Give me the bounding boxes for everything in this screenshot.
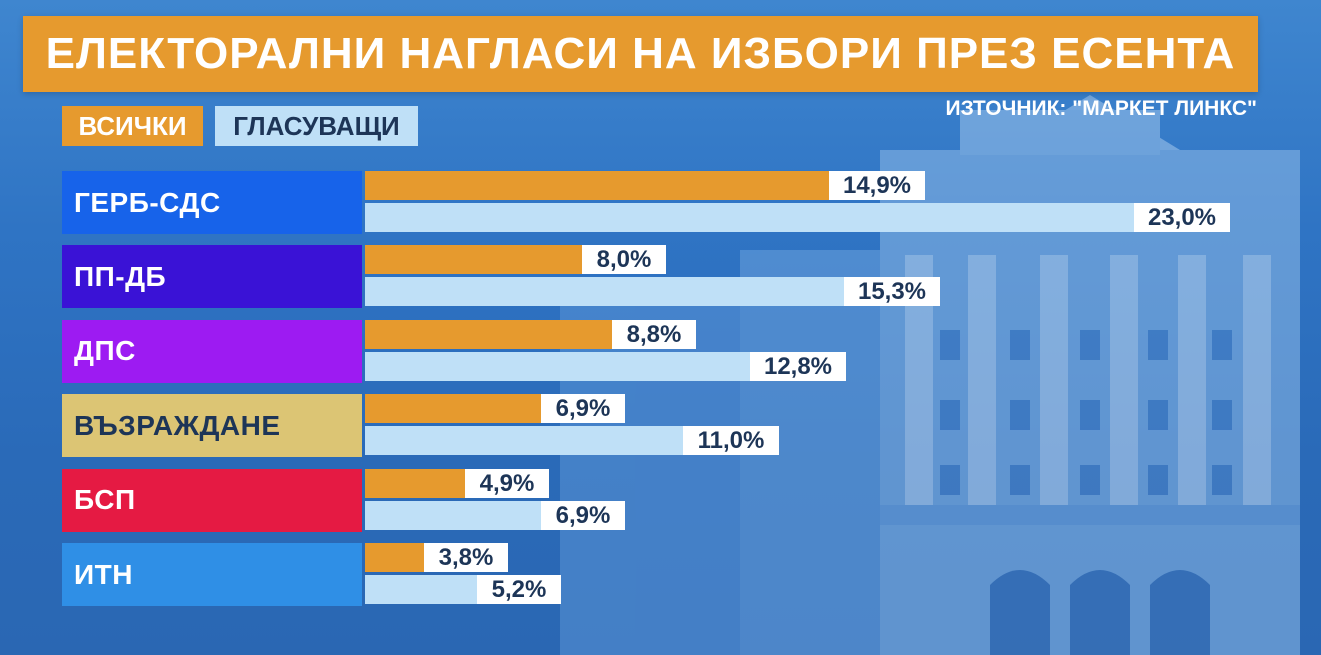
chart-title: ЕЛЕКТОРАЛНИ НАГЛАСИ НА ИЗБОРИ ПРЕЗ ЕСЕНТ… — [45, 29, 1236, 78]
value-label: 14,9% — [829, 171, 925, 200]
value-label: 3,8% — [424, 543, 508, 572]
title-banner: ЕЛЕКТОРАЛНИ НАГЛАСИ НА ИЗБОРИ ПРЕЗ ЕСЕНТ… — [23, 16, 1258, 92]
value-label: 23,0% — [1134, 203, 1230, 232]
value-label: 15,3% — [844, 277, 940, 307]
value-label: 12,8% — [750, 351, 846, 381]
legend-voters: ГЛАСУВАЩИ — [215, 106, 418, 146]
value-label: 6,9% — [541, 394, 625, 424]
value-label: 5,2% — [477, 575, 561, 604]
party-label: ВЪЗРАЖДАНЕ — [62, 394, 362, 458]
legend-all-label: ВСИЧКИ — [78, 110, 187, 141]
legend-voters-label: ГЛАСУВАЩИ — [233, 110, 400, 141]
value-label: 4,9% — [465, 468, 549, 498]
value-label: 11,0% — [683, 426, 779, 456]
value-label: 8,8% — [612, 319, 696, 349]
party-label: ДПС — [62, 319, 362, 383]
party-label: БСП — [62, 468, 362, 532]
party-label: ПП-ДБ — [62, 245, 362, 309]
value-label: 6,9% — [541, 500, 625, 530]
bar-voters — [365, 203, 1230, 232]
party-label: ГЕРБ-СДС — [62, 171, 362, 234]
legend-all: ВСИЧКИ — [62, 106, 203, 146]
source-label: ИЗТОЧНИК: "МАРКЕТ ЛИНКС" — [945, 97, 1257, 120]
value-label: 8,0% — [582, 245, 666, 275]
party-label: ИТН — [62, 543, 362, 606]
